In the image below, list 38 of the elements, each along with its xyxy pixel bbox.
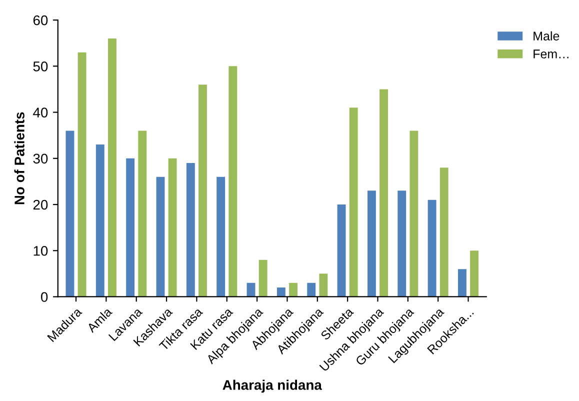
bar [228,66,238,297]
bar [319,274,328,297]
bar [380,89,388,297]
bar [138,130,147,297]
legend-label: Fem… [534,50,568,58]
y-tick-label: 40 [33,108,48,118]
bar [66,130,74,297]
bar [78,52,86,297]
bar [410,130,418,297]
bar [440,168,448,297]
bar [289,282,298,297]
bar [108,38,116,297]
bar [458,269,466,297]
bar [156,176,165,297]
y-tick-label: 20 [33,200,48,210]
y-tick-label: 50 [33,62,48,72]
bar [337,204,346,297]
bar [186,163,195,297]
y-tick-label: 0 [40,292,48,302]
bar [349,108,358,297]
y-tick-label: 10 [34,246,48,256]
bar [398,190,406,297]
bar [428,200,436,297]
legend-label: Male [534,31,560,40]
bar [470,250,479,297]
y-tick-label: 30 [33,154,48,164]
bar [258,260,268,297]
bar [96,144,104,297]
bar [126,158,135,297]
y-axis-title: No of Patients [14,112,24,204]
bar [276,288,286,297]
bar [168,158,177,297]
bar [198,84,207,297]
bar [216,176,226,297]
y-tick-label: 60 [33,15,48,26]
bar [367,190,376,297]
bar [307,282,316,297]
x-axis-title: Aharaja nidana [222,380,322,393]
